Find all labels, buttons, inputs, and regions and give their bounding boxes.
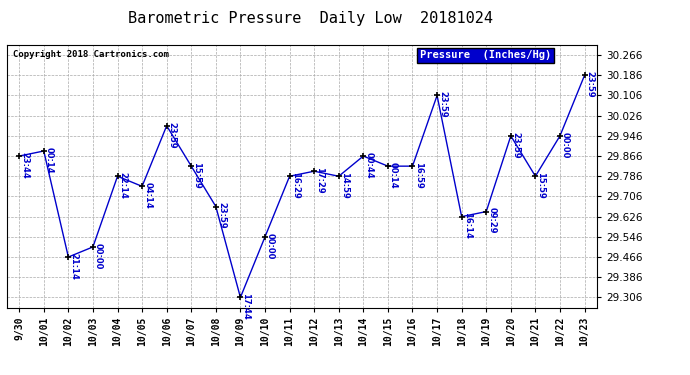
Text: 00:00: 00:00: [561, 132, 570, 158]
Text: 00:14: 00:14: [389, 162, 398, 189]
Text: 14:59: 14:59: [339, 172, 349, 199]
Text: 04:14: 04:14: [143, 182, 152, 209]
Text: 00:00: 00:00: [266, 232, 275, 259]
Text: Pressure  (Inches/Hg): Pressure (Inches/Hg): [420, 50, 551, 60]
Text: 00:44: 00:44: [364, 152, 373, 178]
Text: 22:14: 22:14: [119, 172, 128, 199]
Text: 09:29: 09:29: [487, 207, 496, 234]
Text: 16:14: 16:14: [463, 213, 472, 239]
Text: 23:44: 23:44: [20, 152, 29, 178]
Text: 23:59: 23:59: [168, 122, 177, 148]
Text: 00:14: 00:14: [45, 147, 54, 174]
Text: 23:59: 23:59: [586, 71, 595, 98]
Text: 21:14: 21:14: [70, 253, 79, 280]
Text: 16:59: 16:59: [413, 162, 422, 189]
Text: 15:59: 15:59: [193, 162, 201, 189]
Text: 23:59: 23:59: [512, 132, 521, 158]
Text: 00:00: 00:00: [94, 243, 103, 269]
Text: Copyright 2018 Cartronics.com: Copyright 2018 Cartronics.com: [13, 50, 168, 59]
Text: 16:29: 16:29: [290, 172, 299, 199]
Text: 23:59: 23:59: [217, 202, 226, 229]
Text: 17:29: 17:29: [315, 167, 324, 194]
Text: Barometric Pressure  Daily Low  20181024: Barometric Pressure Daily Low 20181024: [128, 11, 493, 26]
Text: 23:59: 23:59: [438, 92, 447, 118]
Text: 17:44: 17:44: [241, 293, 250, 320]
Text: 15:59: 15:59: [536, 172, 546, 199]
